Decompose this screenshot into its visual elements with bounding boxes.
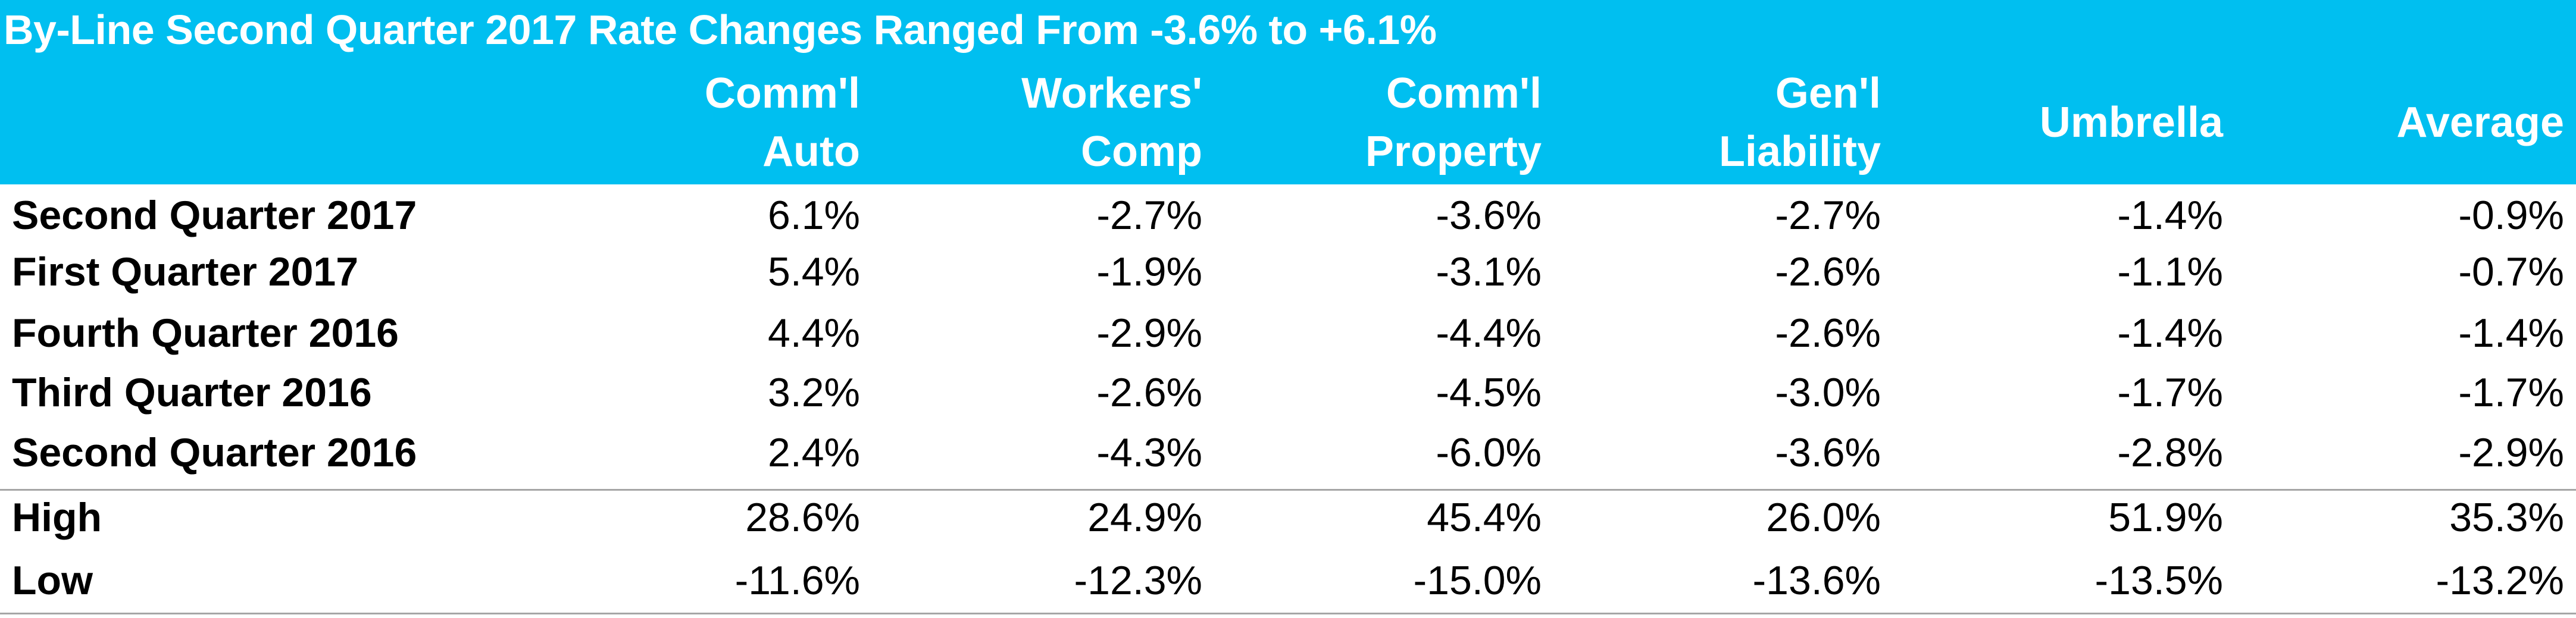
table-cell: 35.3% <box>2449 495 2564 540</box>
column-header-line1: Workers' <box>1021 70 1202 117</box>
table-cell: 28.6% <box>745 495 860 540</box>
table-cell: -13.2% <box>2436 558 2564 603</box>
column-header-average: Average <box>2397 93 2565 152</box>
row-label: Fourth Quarter 2016 <box>12 310 399 356</box>
table-cell: 45.4% <box>1427 495 1542 540</box>
table-cell: -4.4% <box>1436 310 1542 356</box>
table-cell: -2.9% <box>1096 310 1202 356</box>
row-label: Low <box>12 558 93 603</box>
column-header-line2: Property <box>1365 128 1542 175</box>
table-cell: 3.2% <box>768 370 860 415</box>
table-cell: -2.6% <box>1775 310 1881 356</box>
bottom-divider <box>0 613 2576 614</box>
column-header-line2: Auto <box>762 128 860 175</box>
row-label: Third Quarter 2016 <box>12 370 372 415</box>
table-cell: -2.9% <box>2458 430 2564 475</box>
column-header-comml-auto: Comm'l Auto <box>705 64 860 181</box>
column-header-umbrella: Umbrella <box>2040 93 2223 152</box>
table-cell: -6.0% <box>1436 430 1542 475</box>
table-cell: 51.9% <box>2108 495 2223 540</box>
table-cell: -1.9% <box>1096 249 1202 294</box>
table-cell: -15.0% <box>1413 558 1542 603</box>
table-cell: -12.3% <box>1074 558 1202 603</box>
table-cell: -2.6% <box>1775 249 1881 294</box>
table-cell: -2.8% <box>2117 430 2223 475</box>
table-cell: 2.4% <box>768 430 860 475</box>
table-cell: -1.7% <box>2458 370 2564 415</box>
table-cell: 5.4% <box>768 249 860 294</box>
column-header-line2: Liability <box>1718 128 1881 175</box>
column-header-line2: Comp <box>1081 128 1202 175</box>
row-label: Second Quarter 2016 <box>12 430 417 475</box>
column-header-line1: Average <box>2396 99 2565 146</box>
table-cell: -1.4% <box>2117 310 2223 356</box>
summary-divider <box>0 489 2576 491</box>
table-cell: -4.3% <box>1096 430 1202 475</box>
table-cell: -3.1% <box>1436 249 1542 294</box>
column-header-line1: Umbrella <box>2039 99 2223 146</box>
column-header-line1: Comm'l <box>1386 70 1542 117</box>
table-cell: -4.5% <box>1436 370 1542 415</box>
table-cell: -2.7% <box>1096 193 1202 238</box>
table-cell: -1.4% <box>2117 193 2223 238</box>
table-cell: -13.5% <box>2094 558 2223 603</box>
column-header-workers-comp: Workers' Comp <box>1021 64 1202 181</box>
header-band: By-Line Second Quarter 2017 Rate Changes… <box>0 0 2576 184</box>
table-cell: -1.4% <box>2458 310 2564 356</box>
table-cell: -3.6% <box>1436 193 1542 238</box>
row-label: High <box>12 495 102 540</box>
table-cell: 4.4% <box>768 310 860 356</box>
table-cell: -11.6% <box>734 558 860 603</box>
table-cell: 24.9% <box>1087 495 1202 540</box>
table-cell: -2.6% <box>1096 370 1202 415</box>
table-cell: -0.7% <box>2458 249 2564 294</box>
table-cell: -0.9% <box>2458 193 2564 238</box>
table-cell: -3.6% <box>1775 430 1881 475</box>
column-header-comml-property: Comm'l Property <box>1365 64 1542 181</box>
table-cell: -2.7% <box>1775 193 1881 238</box>
column-header-line1: Comm'l <box>704 70 860 117</box>
row-label: Second Quarter 2017 <box>12 193 417 238</box>
column-header-genl-liability: Gen'l Liability <box>1719 64 1881 181</box>
table-cell: 6.1% <box>768 193 860 238</box>
table-cell: 26.0% <box>1766 495 1881 540</box>
row-label: First Quarter 2017 <box>12 249 359 294</box>
table-cell: -1.7% <box>2117 370 2223 415</box>
table-cell: -1.1% <box>2117 249 2223 294</box>
column-header-line1: Gen'l <box>1775 70 1881 117</box>
table-cell: -13.6% <box>1752 558 1881 603</box>
table-title: By-Line Second Quarter 2017 Rate Changes… <box>4 7 1437 53</box>
table-cell: -3.0% <box>1775 370 1881 415</box>
